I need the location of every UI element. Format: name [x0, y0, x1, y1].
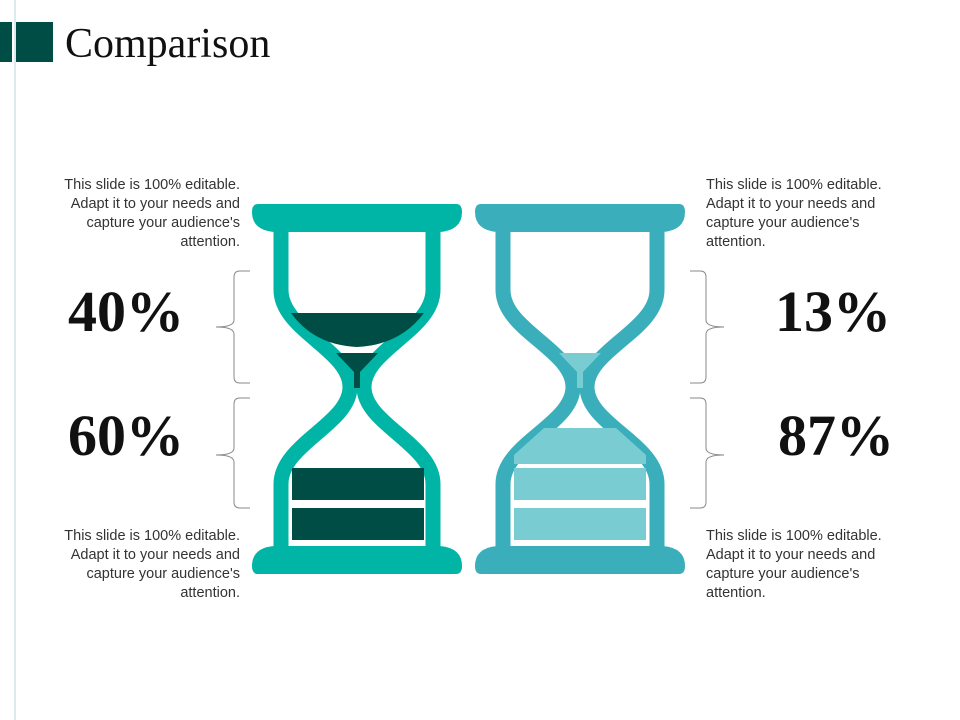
note: This slide is 100% editable. Adapt it to…: [706, 528, 882, 601]
corner-mark: [16, 22, 53, 62]
title: Comparison: [65, 21, 271, 67]
hourglass-right: [475, 204, 685, 574]
note: This slide is 100% editable. Adapt it to…: [706, 177, 882, 250]
note: This slide is 100% editable. Adapt it to…: [64, 528, 240, 601]
percent: 13%: [775, 279, 891, 344]
corner-mark: [0, 22, 12, 62]
percent: 40%: [68, 279, 184, 344]
braces: [215, 270, 725, 509]
percent: 87%: [778, 403, 894, 468]
percent: 60%: [68, 403, 184, 468]
hourglass-left: [252, 204, 462, 574]
note: This slide is 100% editable. Adapt it to…: [64, 177, 240, 250]
